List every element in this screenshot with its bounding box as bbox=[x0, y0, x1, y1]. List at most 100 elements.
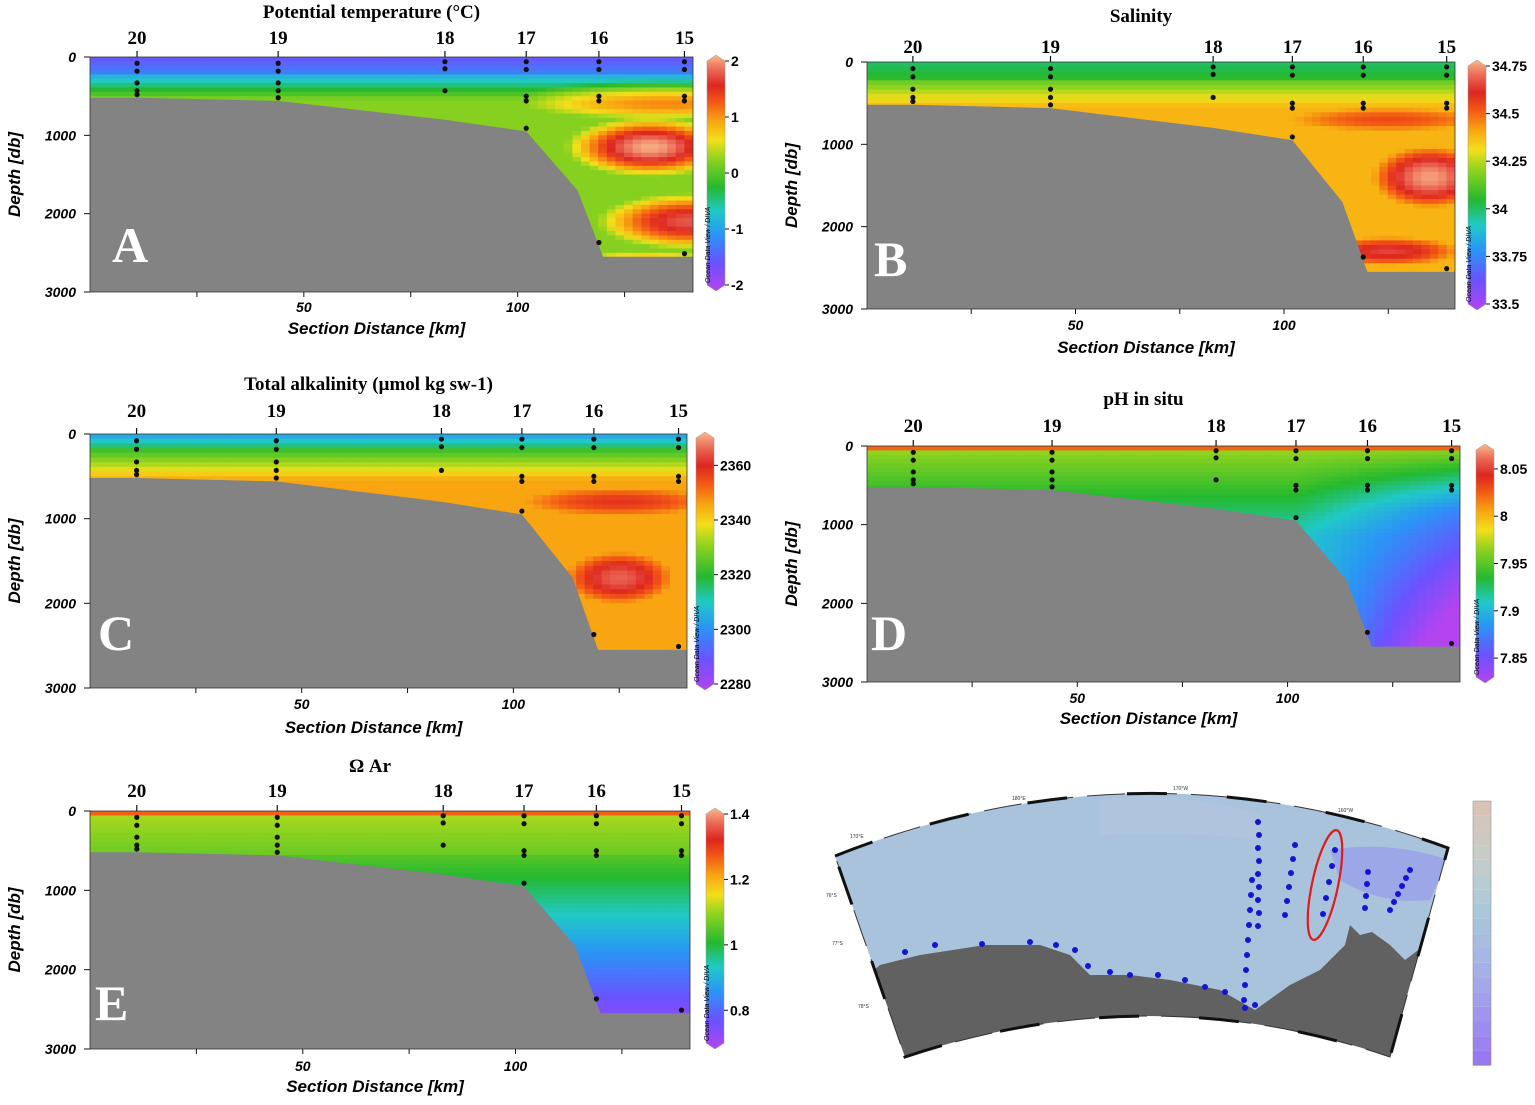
map-station bbox=[1248, 892, 1254, 898]
depth-legend-swatch bbox=[1473, 830, 1491, 846]
sample-dot bbox=[519, 444, 525, 451]
depth-legend-swatch bbox=[1473, 977, 1491, 993]
panel-letter: C bbox=[98, 605, 134, 661]
station-label: 19 bbox=[1043, 416, 1062, 437]
map-station bbox=[1256, 884, 1262, 890]
station-label: 17 bbox=[517, 28, 537, 49]
map-station bbox=[1247, 907, 1253, 913]
colorbar-tick-label: 8.05 bbox=[1500, 461, 1527, 477]
sample-dot bbox=[681, 98, 688, 104]
map-station bbox=[1326, 879, 1332, 885]
station-label: 18 bbox=[432, 401, 451, 422]
panel-letter: D bbox=[871, 605, 907, 661]
sample-dot bbox=[593, 848, 599, 854]
station-label: 15 bbox=[669, 401, 688, 422]
x-axis-label: Section Distance [km] bbox=[1057, 338, 1236, 357]
colorbar-tick-label: 34 bbox=[1492, 201, 1508, 217]
plot-frame bbox=[866, 445, 1461, 683]
map-station bbox=[1027, 939, 1033, 945]
sample-dot bbox=[910, 94, 916, 101]
odv-watermark: Ocean Data View / DIVA bbox=[1466, 226, 1473, 302]
x-tick-label: 50 bbox=[295, 1058, 311, 1074]
colorbar-tick-label: 34.25 bbox=[1492, 153, 1527, 169]
seafloor bbox=[90, 852, 690, 1049]
map-station bbox=[1242, 982, 1248, 988]
panel-e: Ω Ar 20 19 18 17 16 15 0 1000 2000 3000 50 100 Sectio… bbox=[5, 756, 750, 1096]
station-label: 19 bbox=[267, 401, 286, 422]
x-tick-label: 50 bbox=[1069, 690, 1085, 706]
x-tick-label: 50 bbox=[1068, 317, 1084, 333]
sample-dot bbox=[521, 848, 527, 854]
sample-dot bbox=[910, 74, 916, 80]
sample-dot bbox=[274, 814, 280, 820]
panel-title: Ω Ar bbox=[349, 756, 392, 777]
panel-title: Total alkalinity (µmol kg sw-1) bbox=[244, 374, 493, 395]
x-tick-label: 50 bbox=[294, 696, 310, 712]
station-label: 15 bbox=[672, 781, 691, 802]
plot-frame bbox=[866, 61, 1456, 310]
sample-dot bbox=[133, 446, 140, 452]
map-station bbox=[1403, 875, 1409, 881]
depth-legend-swatch bbox=[1473, 992, 1491, 1007]
map-station bbox=[932, 942, 938, 948]
sample-dot bbox=[134, 80, 140, 86]
panel-a: Potential temperature (°C)20 19 18 17 16 1501… bbox=[5, 2, 744, 338]
shallow-water bbox=[1100, 797, 1260, 840]
depth-legend-swatch bbox=[1473, 1036, 1491, 1051]
sample-dot bbox=[1210, 71, 1216, 77]
sample-dot bbox=[596, 93, 602, 99]
panel-letter: E bbox=[95, 975, 128, 1031]
sample-dot bbox=[910, 65, 916, 72]
sample-dot bbox=[523, 98, 529, 104]
lon-label: 170°E bbox=[850, 834, 864, 840]
y-axis-label: Depth [db] bbox=[5, 517, 24, 603]
sample-dot bbox=[678, 813, 685, 819]
station-label: 16 bbox=[589, 28, 608, 49]
sample-dot bbox=[275, 60, 281, 66]
sample-dot bbox=[593, 996, 599, 1002]
map-station bbox=[1407, 867, 1413, 873]
sample-dot bbox=[591, 444, 597, 451]
map-station bbox=[1329, 863, 1335, 869]
lat-label: 78°S bbox=[858, 1004, 870, 1010]
sample-dot bbox=[1364, 455, 1371, 462]
sample-dot bbox=[1049, 477, 1055, 483]
map-station bbox=[1282, 912, 1288, 918]
map-station bbox=[1243, 967, 1249, 973]
station-label: 18 bbox=[435, 28, 454, 49]
station-label: 16 bbox=[587, 781, 606, 802]
sample-dot bbox=[274, 842, 280, 848]
map-station bbox=[1364, 881, 1370, 887]
panel-d: pH in situ 20 19 18 17 16 15 0 1000 2000 3000 50 100… bbox=[782, 389, 1527, 728]
sample-dot bbox=[678, 848, 685, 854]
x-tick-label: 100 bbox=[1276, 690, 1300, 706]
map-station bbox=[1246, 922, 1252, 928]
colorbar-tick-label: 8 bbox=[1500, 508, 1508, 524]
depth-legend bbox=[1472, 800, 1492, 1066]
station-label: 20 bbox=[127, 781, 146, 802]
depth-legend-swatch bbox=[1473, 948, 1491, 963]
y-tick-label: 0 bbox=[845, 438, 853, 454]
x-axis-label: Section Distance [km] bbox=[286, 1077, 465, 1096]
y-tick-label: 0 bbox=[68, 803, 76, 819]
sample-dot bbox=[1213, 455, 1219, 461]
depth-legend-swatch bbox=[1473, 1050, 1491, 1066]
x-tick-label: 100 bbox=[506, 299, 530, 315]
sample-dot bbox=[1364, 448, 1371, 454]
sample-dots bbox=[910, 448, 1455, 647]
sample-dot bbox=[1047, 94, 1054, 101]
colorbar-tick-label: 2280 bbox=[720, 676, 751, 692]
sample-dot bbox=[521, 821, 527, 827]
map-station bbox=[1362, 905, 1368, 911]
y-axis-label: Depth [db] bbox=[5, 886, 24, 972]
station-label: 17 bbox=[515, 781, 535, 802]
sample-dot bbox=[1047, 102, 1054, 108]
sample-dot bbox=[1213, 477, 1219, 483]
map-station bbox=[1155, 972, 1161, 978]
station-label: 19 bbox=[269, 28, 288, 49]
colorbar-tick-label: 33.5 bbox=[1492, 296, 1519, 312]
colorbar-tick-label: 7.95 bbox=[1500, 556, 1527, 572]
station-label: 15 bbox=[1437, 37, 1456, 58]
sample-dot bbox=[521, 852, 527, 859]
sample-dot bbox=[440, 820, 446, 826]
